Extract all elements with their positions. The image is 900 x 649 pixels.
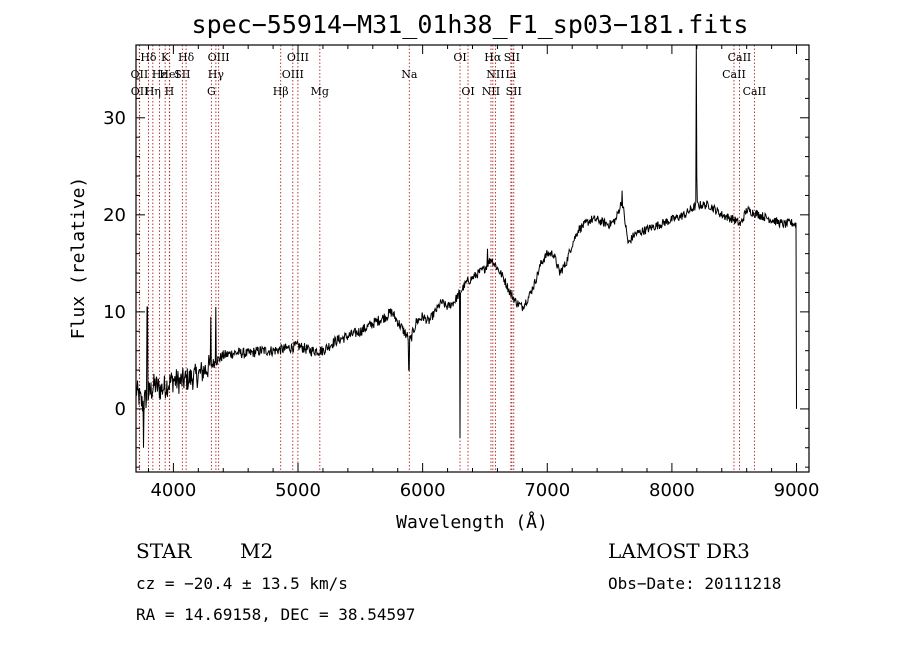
spectral-line-label: CaII	[743, 85, 767, 98]
spectral-line-label: Hδ	[178, 51, 195, 64]
redshift-velocity: cz = −20.4 ± 13.5 km/s	[136, 574, 348, 593]
spectral-line-label: HeI	[159, 68, 179, 81]
spectral-line-label: Hβ	[273, 85, 289, 98]
spectral-line-markers	[138, 45, 755, 472]
spectral-line-label: Hα	[484, 51, 502, 64]
spectral-line-label: OI	[453, 51, 466, 64]
spectral-line-label: OIII	[282, 68, 304, 81]
object-class: STAR	[136, 539, 192, 563]
survey-name: LAMOST DR3	[608, 539, 750, 563]
spectral-line-label: SII	[174, 68, 190, 81]
y-tick-label: 30	[103, 108, 126, 129]
spectral-line-label: Mg	[311, 85, 329, 98]
x-tick-label: 4000	[150, 480, 196, 501]
y-tick-label: 20	[103, 205, 126, 226]
spectrum-line	[135, 44, 797, 448]
spectral-line-label: SII	[506, 85, 522, 98]
y-axis-ticks: 0 10 20 30	[103, 59, 809, 468]
y-axis-label: Flux (relative)	[68, 177, 89, 340]
spectral-line-label: Hγ	[208, 68, 225, 81]
y-tick-label: 0	[115, 399, 126, 420]
object-subclass: M2	[240, 539, 273, 563]
y-tick-label: 10	[103, 302, 126, 323]
spectral-line-label: Hδ	[140, 51, 157, 64]
x-tick-label: 9000	[774, 480, 820, 501]
spectral-line-label: Hε	[152, 68, 168, 81]
spectral-line-label: OIII	[287, 51, 309, 64]
spectral-line-label: G	[207, 85, 216, 98]
spectral-line-label: OII	[131, 85, 149, 98]
spectral-line-label: H	[165, 85, 175, 98]
x-tick-label: 5000	[275, 480, 321, 501]
spectral-line-label: CaII	[728, 51, 752, 64]
spectral-line-label: NII	[482, 85, 500, 98]
spectral-line-label: NII	[486, 68, 504, 81]
x-axis-label: Wavelength (Å)	[396, 511, 548, 533]
spectral-line-label: OIII	[208, 51, 230, 64]
x-axis-ticks: 4000 5000 6000 7000 8000 9000	[147, 45, 820, 501]
x-tick-label: 6000	[400, 480, 446, 501]
spectral-line-label: OII	[131, 68, 149, 81]
coordinates: RA = 14.69158, DEC = 38.54597	[136, 605, 415, 624]
spectral-line-label: Li	[505, 68, 516, 81]
observation-date: Obs−Date: 20111218	[608, 574, 781, 593]
spectral-line-labels: Hδ OII OII K Hε Hη HeI H Hδ SII OIII Hγ G OIII OIII Hβ M…	[131, 51, 767, 98]
x-tick-label: 7000	[524, 480, 570, 501]
spectral-line-label: CaII	[722, 68, 746, 81]
spectral-line-label: Na	[401, 68, 418, 81]
x-tick-label: 8000	[649, 480, 695, 501]
spectral-line-label: K	[161, 51, 170, 64]
chart-title: spec−55914−M31_01h38_F1_sp03−181.fits	[192, 10, 749, 39]
spectrum-series	[135, 44, 797, 448]
spectral-line-label: Hη	[145, 85, 161, 98]
plot-frame	[135, 44, 810, 473]
spectral-line-label: OI	[461, 85, 474, 98]
spectral-line-label: SII	[504, 51, 520, 64]
